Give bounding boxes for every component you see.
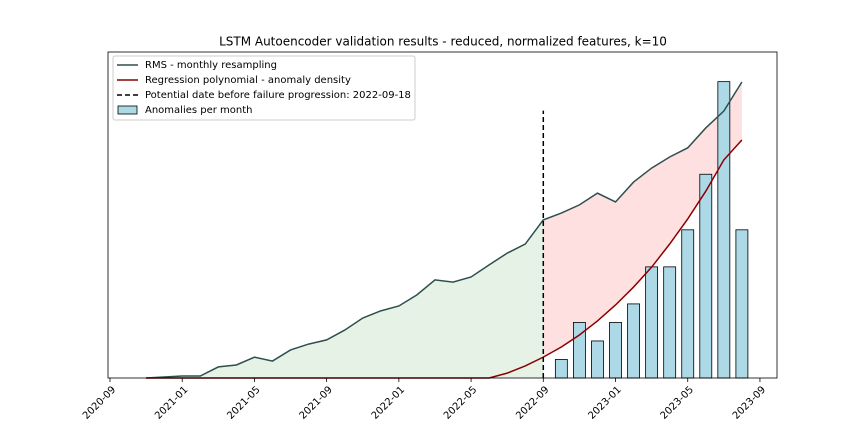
bar <box>591 340 604 379</box>
bar <box>717 81 731 379</box>
legend: RMS - monthly resampling Regression polyn… <box>112 55 416 121</box>
bar <box>627 303 640 379</box>
bar <box>554 359 568 379</box>
area-after <box>543 81 742 358</box>
legend-swatch <box>117 105 138 115</box>
bar <box>609 322 622 379</box>
bar <box>663 266 677 379</box>
area-before <box>146 219 544 378</box>
bar <box>699 173 713 379</box>
x-tick-label: 2020-09 <box>81 384 118 421</box>
x-tick-label: 2022-09 <box>514 384 551 421</box>
legend-label: Regression polynomial - anomaly density <box>145 75 351 86</box>
bar <box>645 266 659 379</box>
x-tick-label: 2022-01 <box>370 384 407 421</box>
x-tick-label: 2022-05 <box>442 384 479 421</box>
line-series <box>146 81 743 379</box>
x-tick-label: 2021-01 <box>153 384 190 421</box>
legend-label: Anomalies per month <box>145 105 253 116</box>
x-tick-label: 2023-01 <box>586 384 623 421</box>
legend-label: RMS - monthly resampling <box>145 60 277 71</box>
chart-title: LSTM Autoencoder validation results - re… <box>219 35 667 49</box>
bar <box>681 229 695 379</box>
x-tick-label: 2023-05 <box>659 384 696 421</box>
plot-frame <box>107 51 778 379</box>
legend-label: Potential date before failure progressio… <box>145 90 411 101</box>
x-tick-label: 2021-09 <box>298 384 335 421</box>
x-tick-label: 2021-05 <box>225 384 262 421</box>
bar <box>735 229 749 379</box>
x-tick-label: 2023-09 <box>731 384 768 421</box>
legend-box <box>112 55 416 121</box>
